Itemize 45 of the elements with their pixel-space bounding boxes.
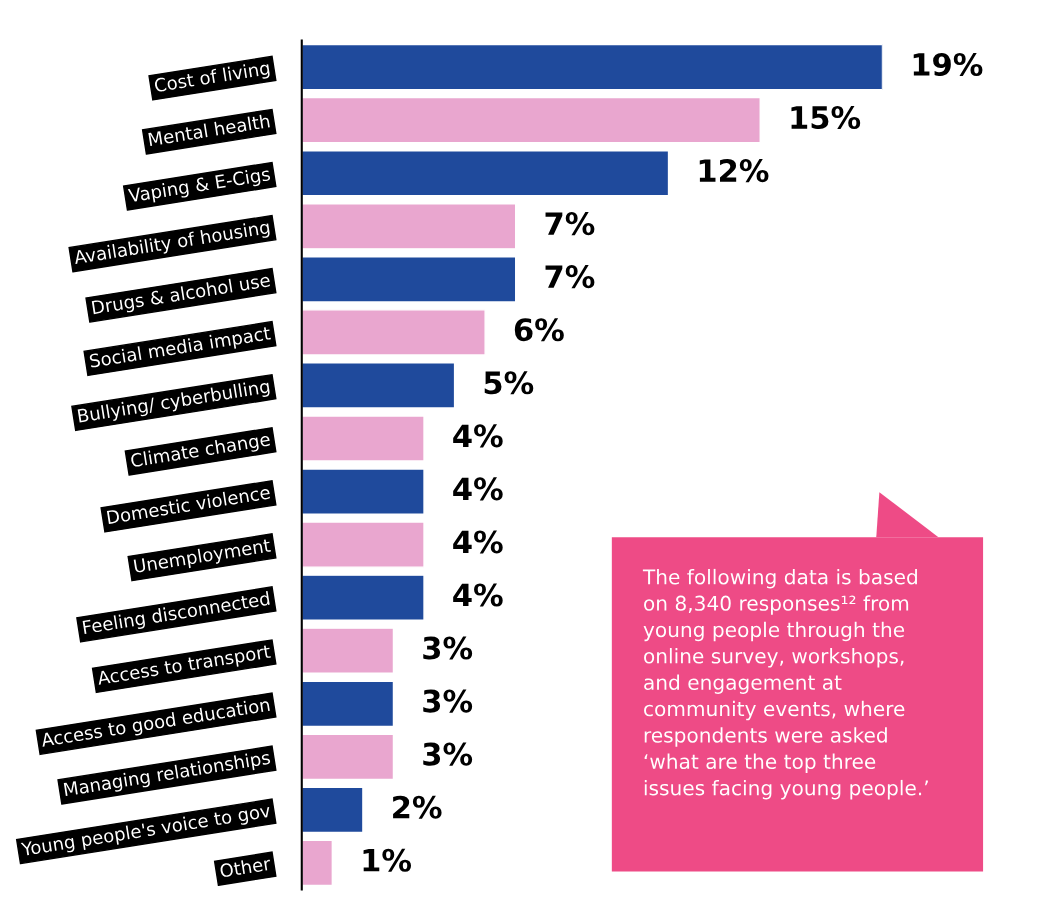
bar	[301, 96, 761, 144]
y-tick-label: Domestic violence	[106, 484, 271, 525]
y-tick-label: Availability of housing	[73, 219, 271, 268]
y-tick-label: Drugs & alcohol use	[91, 272, 271, 318]
data-label: 19%	[913, 52, 983, 77]
data-label: 12%	[699, 159, 769, 183]
y-tick-label: Access to transport	[96, 644, 272, 689]
data-label: 3%	[423, 689, 473, 713]
bar	[301, 203, 517, 250]
bar	[301, 256, 517, 303]
y-tick-label: Managing relationships	[63, 750, 272, 800]
y-tick-label: Social media impact	[89, 325, 272, 372]
bar	[301, 521, 425, 568]
bar	[301, 415, 425, 462]
y-tick-label: Vaping & E-Cigs	[127, 166, 272, 207]
text: The following data is based on 8,340 responses¹² from young people through the online survey, workshops, and engagement at community events, where respondents were asked ‘what are the top three issues facing young people.’	[642, 568, 928, 800]
bar	[301, 786, 364, 834]
data-label: 7%	[545, 212, 595, 236]
data-label: 4%	[453, 424, 503, 448]
bar	[301, 574, 425, 621]
y-tick-label: Cost of living	[153, 60, 271, 96]
bar	[301, 309, 486, 356]
y-tick-label: Mental health	[148, 113, 270, 147]
bar	[301, 733, 395, 781]
data-label: 6%	[514, 318, 564, 342]
y-tick-label: Access to good education	[40, 697, 271, 751]
bar	[301, 468, 425, 515]
bar	[301, 150, 670, 197]
bar	[301, 627, 395, 674]
y-tick-label: Bullying/ cyberbulling	[77, 378, 271, 427]
data-label: 3%	[423, 636, 473, 660]
data-label: 4%	[453, 530, 503, 554]
data-label: 2%	[393, 795, 442, 819]
data-label: 15%	[791, 105, 861, 130]
bar	[301, 680, 395, 728]
data-label: 4%	[453, 477, 503, 501]
data-label: 7%	[545, 265, 595, 289]
y-tick-label: Climate change	[130, 431, 271, 471]
data-label: 1%	[363, 848, 412, 872]
bar	[301, 43, 883, 91]
data-label: 4%	[453, 583, 503, 607]
bar	[301, 362, 456, 409]
bar	[301, 839, 334, 887]
data-label: 3%	[423, 742, 473, 766]
data-label: 5%	[484, 371, 534, 395]
